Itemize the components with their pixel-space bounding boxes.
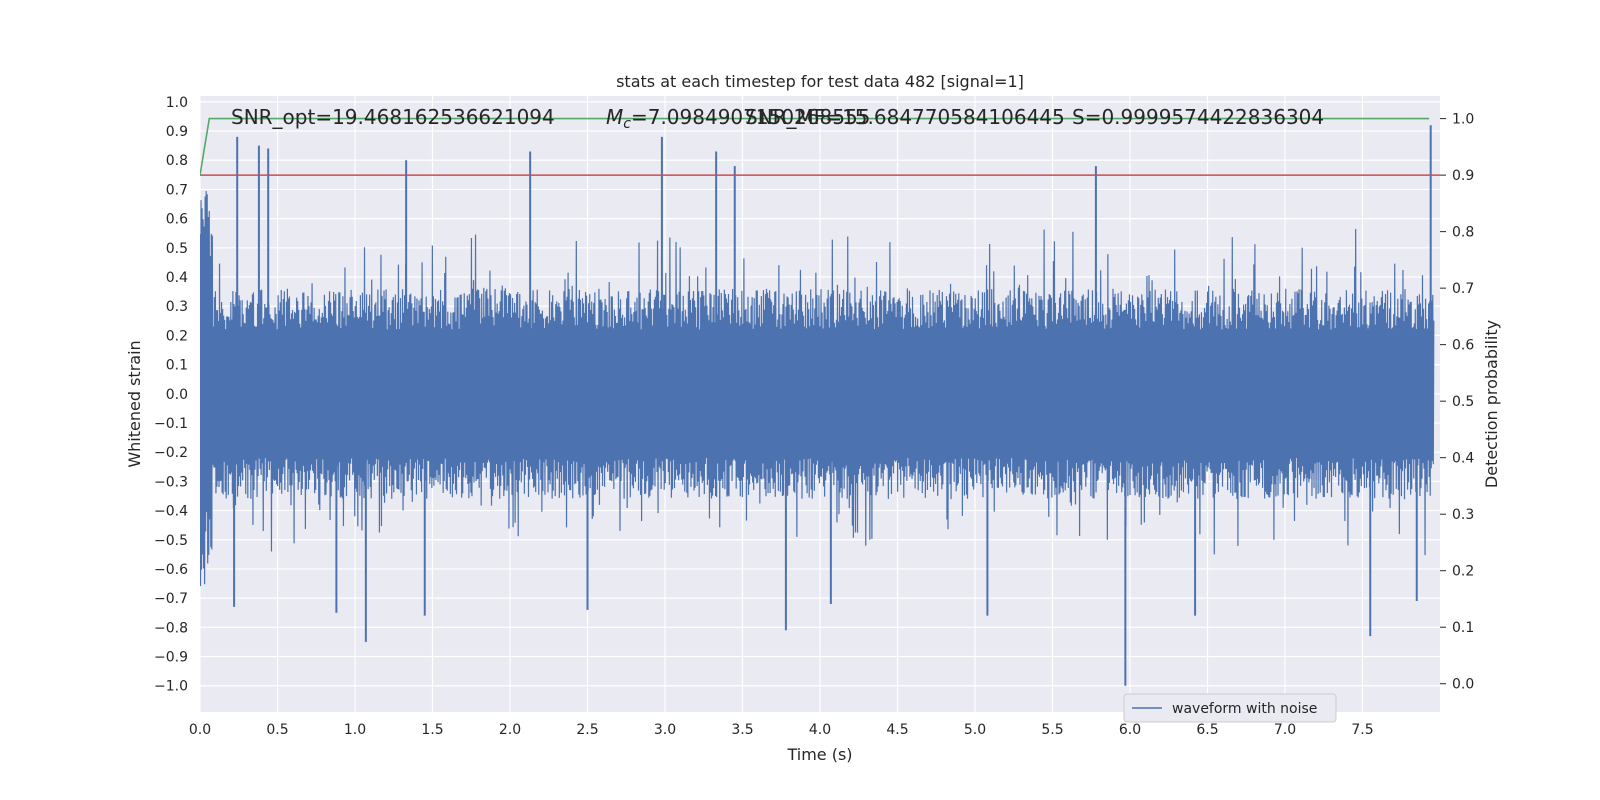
y2-tick-label: 0.0 <box>1452 677 1474 693</box>
x-tick-label: 7.5 <box>1351 722 1373 738</box>
y2-axis-label: Detection probability <box>1482 320 1501 488</box>
y-tick-label: 1.0 <box>166 95 188 111</box>
x-tick-label: 1.5 <box>421 722 443 738</box>
y-tick-label: 0.1 <box>166 358 188 374</box>
y2-tick-label: 0.1 <box>1452 620 1474 636</box>
waveform-series <box>200 125 1435 686</box>
chart-title: stats at each timestep for test data 482… <box>616 72 1024 91</box>
y-axis-label: Whitened strain <box>125 340 144 467</box>
y-tick-labels: 1.0 0.9 0.8 0.7 0.6 0.5 0.4 0.3 0.2 0.1 0.0 −0.1 −0.… <box>154 95 188 695</box>
y-tick-label: −0.2 <box>154 445 188 461</box>
y2-tick-label: 0.9 <box>1452 168 1474 184</box>
x-tick-label: 5.0 <box>964 722 986 738</box>
x-axis-label: Time (s) <box>786 745 852 764</box>
x-tick-label: 4.5 <box>886 722 908 738</box>
y2-tick-label: 0.6 <box>1452 338 1474 354</box>
y2-tick-label: 1.0 <box>1452 112 1474 128</box>
y-tick-label: −0.6 <box>154 562 188 578</box>
x-tick-label: 2.5 <box>576 722 598 738</box>
y2-tick-label: 0.3 <box>1452 507 1474 523</box>
x-tick-label: 3.5 <box>731 722 753 738</box>
y-tick-label: 0.7 <box>166 182 188 198</box>
y-tick-label: 0.6 <box>166 212 188 228</box>
y-tick-label: −0.7 <box>154 591 188 607</box>
x-tick-label: 5.5 <box>1041 722 1063 738</box>
y2-tick-labels: 1.0 0.9 0.8 0.7 0.6 0.5 0.4 0.3 0.2 0.1 0.0 <box>1440 112 1474 693</box>
probability-line <box>200 117 1430 176</box>
waveform-core <box>200 349 1434 438</box>
y-tick-label: −0.8 <box>154 620 188 636</box>
y2-tick-label: 0.8 <box>1452 225 1474 241</box>
x-tick-label: 6.0 <box>1119 722 1141 738</box>
annotation-mc-symbol: M <box>606 105 623 129</box>
x-tick-label: 1.0 <box>344 722 366 738</box>
annotation-s: S=0.9999574422836304 <box>1072 105 1324 129</box>
annotation-mc: Mc=7.0984907150268555 <box>606 105 870 132</box>
x-tick-label: 6.5 <box>1196 722 1218 738</box>
y-tick-label: 0.5 <box>166 241 188 257</box>
y-tick-label: −1.0 <box>154 679 188 695</box>
x-tick-label: 7.0 <box>1274 722 1296 738</box>
y2-tick-label: 0.7 <box>1452 281 1474 297</box>
y2-tick-label: 0.4 <box>1452 451 1474 467</box>
annotation-mc-subscript: c <box>623 116 631 132</box>
x-tick-label: 0.0 <box>189 722 211 738</box>
y-tick-label: −0.9 <box>154 650 188 666</box>
y-tick-label: −0.1 <box>154 416 188 432</box>
x-tick-label: 3.0 <box>654 722 676 738</box>
y2-tick-label: 0.2 <box>1452 564 1474 580</box>
y-tick-label: −0.4 <box>154 504 188 520</box>
y2-tick-label: 0.5 <box>1452 394 1474 410</box>
legend: waveform with noise <box>1123 693 1337 723</box>
legend-label: waveform with noise <box>1172 701 1317 717</box>
y-tick-label: 0.2 <box>166 328 188 344</box>
probability-series <box>200 117 1440 176</box>
y-tick-label: 0.0 <box>166 387 188 403</box>
annotation-mc-value: =7.0984907150268555 <box>631 105 870 129</box>
y-tick-label: 0.4 <box>166 270 188 286</box>
x-tick-labels: 0.0 0.5 1.0 1.5 2.0 2.5 3.0 3.5 4.0 4.5 5.0 5.5 6.0 6… <box>189 722 1374 738</box>
x-tick-label: 4.0 <box>809 722 831 738</box>
annotation-snr-mf: SNR_MF=15.684770584106445 <box>745 105 1065 129</box>
y-tick-label: 0.8 <box>166 153 188 169</box>
y-tick-label: 0.9 <box>166 124 188 140</box>
y-tick-label: −0.5 <box>154 533 188 549</box>
annotation-snr-opt: SNR_opt=19.468162536621094 <box>231 105 555 129</box>
x-tick-label: 0.5 <box>266 722 288 738</box>
legend-box <box>1123 693 1337 723</box>
y-tick-label: 0.3 <box>166 299 188 315</box>
x-tick-label: 2.0 <box>499 722 521 738</box>
y-tick-label: −0.3 <box>154 474 188 490</box>
